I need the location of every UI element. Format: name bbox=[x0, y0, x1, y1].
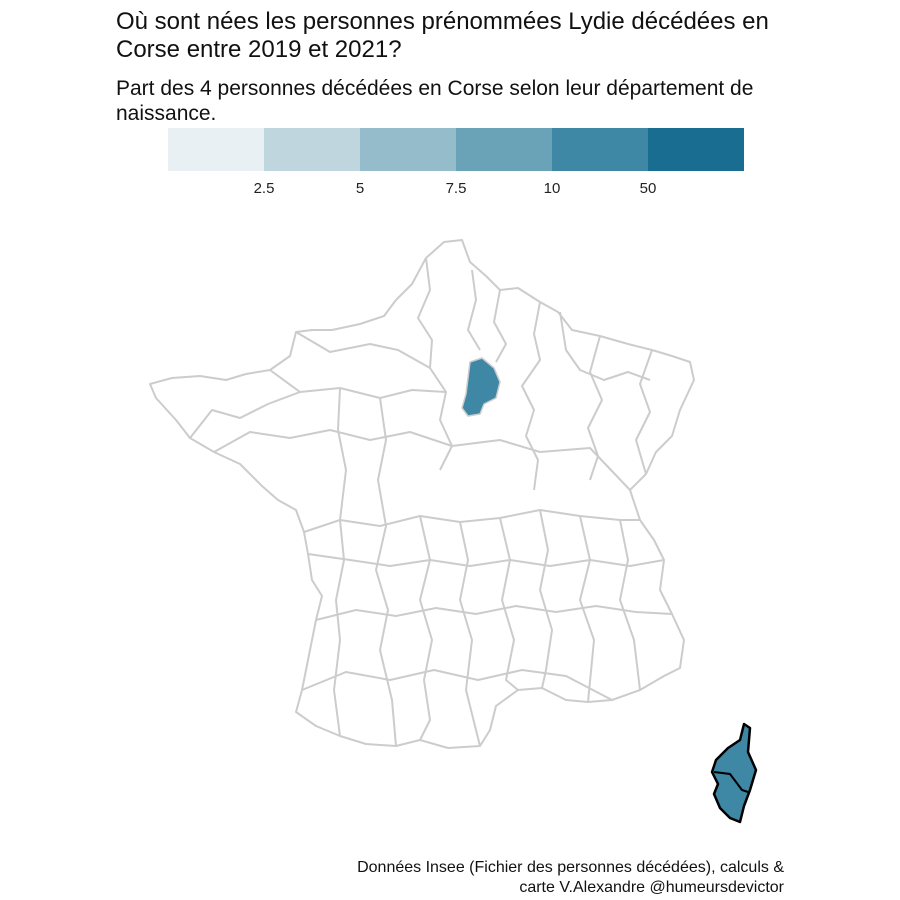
legend-swatch-4 bbox=[456, 128, 552, 171]
legend-swatch-2 bbox=[264, 128, 360, 171]
department-borders bbox=[189, 257, 673, 747]
seine-et-marne-region bbox=[461, 357, 501, 417]
legend-ticks: 2.5 5 7.5 10 50 bbox=[168, 180, 744, 204]
caption-line-1: Données Insee (Fichier des personnes déc… bbox=[357, 859, 784, 876]
legend-tick-1: 2.5 bbox=[253, 180, 275, 197]
legend-swatch-3 bbox=[360, 128, 456, 171]
map-title: Où sont nées les personnes prénommées Ly… bbox=[116, 8, 900, 64]
map-subtitle: Part des 4 personnes décédées en Corse s… bbox=[116, 76, 876, 126]
legend-tick-2: 5 bbox=[355, 180, 365, 197]
color-legend bbox=[168, 128, 744, 171]
title-line-2: Corse entre 2019 et 2021? bbox=[116, 36, 402, 63]
subtitle-line-1: Part des 4 personnes décédées en Corse s… bbox=[116, 77, 754, 100]
legend-swatch-5 bbox=[552, 128, 648, 171]
legend-tick-3: 7.5 bbox=[445, 180, 467, 197]
corse-internal-border bbox=[713, 771, 749, 793]
title-line-1: Où sont nées les personnes prénommées Ly… bbox=[116, 8, 769, 35]
legend-tick-5: 50 bbox=[639, 180, 657, 197]
corse-region bbox=[710, 722, 758, 824]
subtitle-line-2: naissance. bbox=[116, 102, 217, 125]
caption-line-2: carte V.Alexandre @humeursdevictor bbox=[519, 879, 784, 896]
legend-swatch-6 bbox=[648, 128, 744, 171]
legend-swatch-1 bbox=[168, 128, 264, 171]
map-caption: Données Insee (Fichier des personnes déc… bbox=[357, 858, 784, 898]
legend-tick-4: 10 bbox=[543, 180, 561, 197]
